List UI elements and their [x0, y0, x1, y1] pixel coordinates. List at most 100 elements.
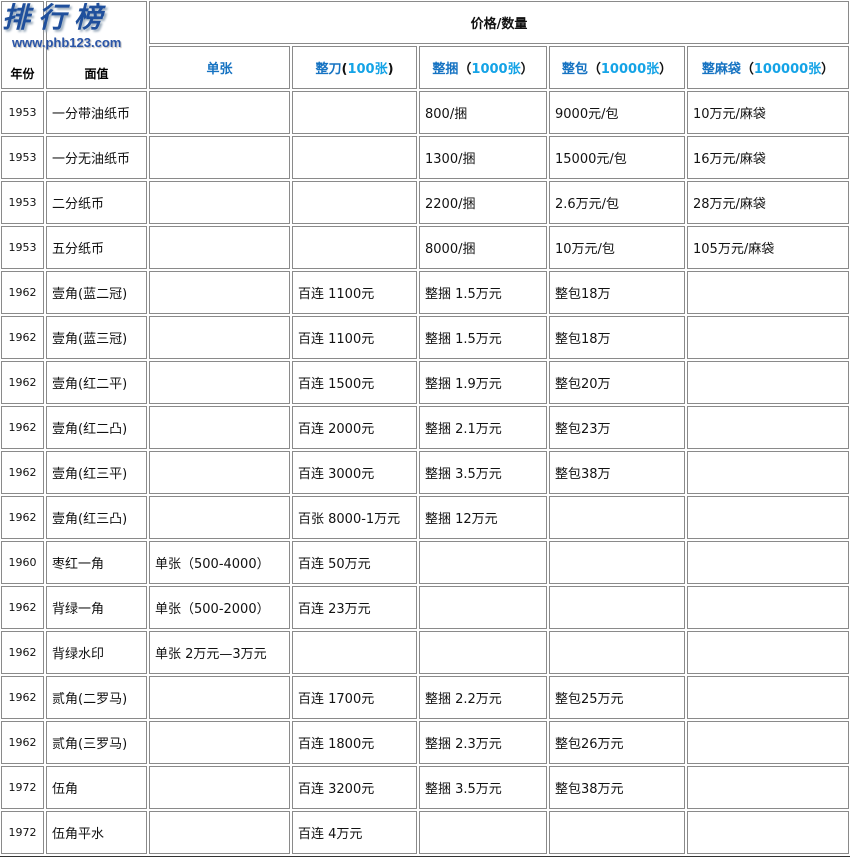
denomination-cell: 壹角(蓝二冠)	[46, 271, 147, 314]
table-row: 1972 伍角平水 百连 4万元	[1, 811, 850, 854]
single-price-cell	[149, 496, 290, 539]
single-price-cell	[149, 361, 290, 404]
column-header-qty: 100000张	[753, 62, 822, 77]
dao-price-cell: 百连 23万元	[292, 586, 417, 629]
madai-price-cell	[687, 316, 850, 359]
table-row: 1962 背绿水印 单张 2万元—3万元	[1, 631, 850, 674]
madai-price-cell	[687, 811, 850, 854]
dao-price-cell: 百连 1500元	[292, 361, 417, 404]
dao-price-cell	[292, 631, 417, 674]
single-price-cell	[149, 91, 290, 134]
bao-price-cell	[549, 541, 685, 584]
kun-price-cell: 整捆 2.1万元	[419, 406, 547, 449]
bao-price-cell	[549, 586, 685, 629]
dao-price-cell: 百连 4万元	[292, 811, 417, 854]
single-price-cell	[149, 181, 290, 224]
madai-price-cell: 16万元/麻袋	[687, 136, 850, 179]
column-header-bao: 整包（10000张）	[549, 46, 685, 89]
kun-price-cell: 1300/捆	[419, 136, 547, 179]
single-price-cell	[149, 316, 290, 359]
madai-price-cell	[687, 631, 850, 674]
column-header-qty: 1000张	[471, 62, 521, 77]
madai-price-cell	[687, 676, 850, 719]
year-cell: 1962	[1, 721, 44, 764]
bao-price-cell: 整包18万	[549, 316, 685, 359]
column-header-madai: 整麻袋（100000张）	[687, 46, 850, 89]
column-header-main: 整包	[561, 62, 588, 77]
madai-price-cell: 28万元/麻袋	[687, 181, 850, 224]
dao-price-cell: 百连 3200元	[292, 766, 417, 809]
bao-price-cell: 10万元/包	[549, 226, 685, 269]
single-price-cell	[149, 136, 290, 179]
table-row: 1972 伍角 百连 3200元 整捆 3.5万元 整包38万元	[1, 766, 850, 809]
column-header-dao: 整刀(100张)	[292, 46, 417, 89]
kun-price-cell: 整捆 1.9万元	[419, 361, 547, 404]
single-price-cell	[149, 451, 290, 494]
kun-price-cell	[419, 811, 547, 854]
bao-price-cell: 整包38万元	[549, 766, 685, 809]
column-header-paren-open: （	[740, 62, 754, 77]
single-price-cell: 单张（500-4000）	[149, 541, 290, 584]
table-row: 1962 壹角(红三凸) 百张 8000-1万元 整捆 12万元	[1, 496, 850, 539]
denomination-cell: 壹角(红三凸)	[46, 496, 147, 539]
dao-price-cell: 百连 1100元	[292, 271, 417, 314]
madai-price-cell	[687, 586, 850, 629]
single-price-cell	[149, 676, 290, 719]
denom-header-label: 面值	[84, 67, 109, 81]
kun-price-cell: 8000/捆	[419, 226, 547, 269]
year-header: 年份	[1, 1, 44, 89]
dao-price-cell	[292, 181, 417, 224]
dao-price-cell: 百连 50万元	[292, 541, 417, 584]
madai-price-cell	[687, 541, 850, 584]
year-cell: 1962	[1, 676, 44, 719]
table-row: 1962 壹角(红二平) 百连 1500元 整捆 1.9万元 整包20万	[1, 361, 850, 404]
table-body: 1953 一分带油纸币 800/捆 9000元/包 10万元/麻袋 1953 一分无油纸币 1…	[1, 91, 850, 854]
year-cell: 1972	[1, 811, 44, 854]
table-row: 1962 贰角(二罗马) 百连 1700元 整捆 2.2万元 整包25万元	[1, 676, 850, 719]
kun-price-cell: 整捆 12万元	[419, 496, 547, 539]
madai-price-cell	[687, 271, 850, 314]
table-row: 1962 壹角(蓝三冠) 百连 1100元 整捆 1.5万元 整包18万	[1, 316, 850, 359]
column-header-main: 单张	[206, 62, 233, 77]
denomination-cell: 贰角(三罗马)	[46, 721, 147, 764]
single-price-cell	[149, 226, 290, 269]
header-row-2: 单张 整刀(100张) 整捆（1000张） 整包（10000张） 整麻袋（100000张…	[1, 46, 850, 89]
kun-price-cell	[419, 586, 547, 629]
table-row: 1953 一分带油纸币 800/捆 9000元/包 10万元/麻袋	[1, 91, 850, 134]
kun-price-cell: 整捆 2.3万元	[419, 721, 547, 764]
column-header-paren-open: （	[458, 62, 472, 77]
madai-price-cell	[687, 766, 850, 809]
table-row: 1962 背绿一角 单张（500-2000） 百连 23万元	[1, 586, 850, 629]
madai-price-cell: 10万元/麻袋	[687, 91, 850, 134]
kun-price-cell	[419, 631, 547, 674]
kun-price-cell: 整捆 3.5万元	[419, 451, 547, 494]
dao-price-cell	[292, 136, 417, 179]
dao-price-cell: 百张 8000-1万元	[292, 496, 417, 539]
year-cell: 1962	[1, 586, 44, 629]
denomination-cell: 一分无油纸币	[46, 136, 147, 179]
column-header-kun: 整捆（1000张）	[419, 46, 547, 89]
bao-price-cell	[549, 811, 685, 854]
year-cell: 1972	[1, 766, 44, 809]
denomination-cell: 五分纸币	[46, 226, 147, 269]
table-row: 1962 壹角(红二凸) 百连 2000元 整捆 2.1万元 整包23万	[1, 406, 850, 449]
madai-price-cell	[687, 721, 850, 764]
column-header-paren-open: （	[587, 62, 601, 77]
year-cell: 1953	[1, 136, 44, 179]
kun-price-cell: 800/捆	[419, 91, 547, 134]
single-price-cell: 单张（500-2000）	[149, 586, 290, 629]
madai-price-cell: 105万元/麻袋	[687, 226, 850, 269]
table-row: 1953 五分纸币 8000/捆 10万元/包 105万元/麻袋	[1, 226, 850, 269]
column-header-single: 单张	[149, 46, 290, 89]
denomination-cell: 一分带油纸币	[46, 91, 147, 134]
column-header-paren-close: )	[387, 62, 394, 77]
table-row: 1953 二分纸币 2200/捆 2.6万元/包 28万元/麻袋	[1, 181, 850, 224]
denomination-cell: 壹角(红二平)	[46, 361, 147, 404]
dao-price-cell	[292, 91, 417, 134]
column-header-qty: 100张	[347, 62, 388, 77]
single-price-cell	[149, 811, 290, 854]
denomination-cell: 壹角(红二凸)	[46, 406, 147, 449]
table-row: 1953 一分无油纸币 1300/捆 15000元/包 16万元/麻袋	[1, 136, 850, 179]
denomination-cell: 伍角平水	[46, 811, 147, 854]
single-price-cell	[149, 406, 290, 449]
